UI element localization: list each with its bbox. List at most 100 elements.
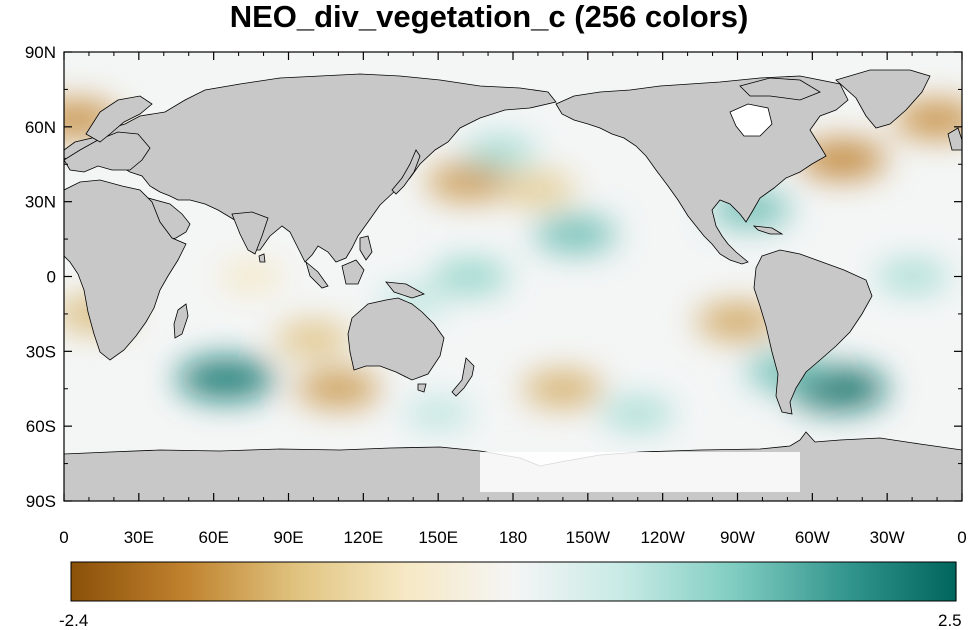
colorbar-swatch (876, 562, 881, 601)
colorbar-swatch (831, 562, 836, 601)
scandinavia (85, 95, 153, 143)
colorbar-swatch (796, 562, 802, 601)
colorbar-swatch (77, 562, 82, 601)
colorbar-swatch (74, 562, 79, 601)
colorbar-swatch (658, 562, 663, 601)
colorbar-swatch (724, 562, 729, 601)
japan (391, 149, 421, 195)
colorbar-swatch (911, 562, 916, 601)
lon-label: 150W (566, 528, 610, 547)
colorbar-swatch (783, 562, 788, 601)
colorbar-swatch (433, 562, 439, 601)
colorbar-swatch (717, 562, 722, 601)
colorbar-swatch (482, 562, 487, 601)
colorbar-swatch (606, 562, 611, 601)
colorbar-swatch (416, 562, 421, 601)
colorbar-swatch (285, 562, 290, 601)
hudson-bay (729, 103, 773, 137)
colorbar-swatch (620, 562, 625, 601)
borneo (341, 259, 365, 285)
colorbar-swatch (720, 562, 725, 601)
colorbar-swatch (191, 562, 197, 601)
colorbar-swatch (264, 562, 269, 601)
colorbar-swatch (250, 562, 255, 601)
colorbar-swatch (810, 562, 815, 601)
colorbar-swatch (392, 562, 397, 601)
colorbar-swatch (430, 562, 435, 601)
cuba (752, 225, 784, 235)
colorbar-swatch (662, 562, 667, 601)
colorbar-swatch (447, 562, 452, 601)
colorbar-swatch (368, 562, 373, 601)
india (231, 211, 269, 255)
colorbar-swatch (281, 562, 286, 601)
colorbar-swatch (530, 562, 535, 601)
colorbar-swatch (468, 562, 473, 601)
colorbar-swatch (185, 562, 190, 601)
lat-label: 60S (26, 417, 56, 436)
colorbar-swatch (316, 562, 321, 601)
colorbar-swatch (879, 562, 885, 601)
colorbar-swatch (378, 562, 383, 601)
ocean-anomaly-blob (601, 397, 674, 430)
ocean-anomaly-blob (275, 322, 352, 356)
colorbar-swatch (935, 562, 940, 601)
colorbar-swatch (205, 562, 210, 601)
colorbar-swatch (897, 562, 902, 601)
ocean-anomaly-blob (696, 303, 779, 340)
colorbar-swatch (748, 562, 753, 601)
colorbar-swatch (624, 562, 629, 601)
colorbar-swatch (675, 562, 681, 601)
colorbar-swatch (164, 562, 169, 601)
colorbar-swatch (326, 562, 331, 601)
colorbar-swatch (741, 562, 746, 601)
colorbar-swatch (423, 562, 428, 601)
colorbar-swatch (758, 562, 764, 601)
colorbar-swatch (351, 562, 356, 601)
colorbar-swatch (800, 562, 805, 601)
colorbar-swatch (375, 562, 380, 601)
colorbar-swatch (236, 562, 241, 601)
colorbar-swatch (247, 562, 252, 601)
colorbar-swatch (949, 562, 954, 601)
colorbar-swatch (568, 562, 573, 601)
ocean-anomaly-blob (177, 357, 276, 400)
colorbar-swatch (883, 562, 888, 601)
colorbar-swatch (596, 562, 601, 601)
colorbar-swatch (855, 562, 860, 601)
colorbar-swatch (593, 562, 598, 601)
colorbar-swatch (385, 562, 390, 601)
lon-label: 30W (870, 528, 905, 547)
lat-label: 90N (25, 43, 56, 62)
colorbar-swatch (485, 562, 490, 601)
sea-ice-white-band (480, 452, 800, 492)
colorbar-swatch (257, 562, 262, 601)
colorbar-swatch (330, 562, 335, 601)
colorbar-swatch (776, 562, 781, 601)
colorbar-swatch (395, 562, 401, 601)
colorbar-swatch (866, 562, 871, 601)
colorbar-swatch (631, 562, 636, 601)
colorbar-swatch (243, 562, 248, 601)
colorbar-swatch (115, 562, 120, 601)
colorbar-swatch (513, 562, 518, 601)
colorbar-swatch (357, 562, 362, 601)
colorbar-frame (70, 561, 957, 602)
colorbar-swatch (354, 562, 359, 601)
colorbar-swatch (703, 562, 708, 601)
colorbar-swatch (212, 562, 217, 601)
colorbar-swatch (409, 562, 414, 601)
colorbar-swatch (527, 562, 532, 601)
colorbar-swatch (696, 562, 701, 601)
colorbar-swatch (648, 562, 653, 601)
colorbar-swatch (160, 562, 165, 601)
colorbar-swatch (299, 562, 304, 601)
colorbar-swatch (793, 562, 798, 601)
colorbar-swatch (762, 562, 767, 601)
colorbar-swatch (634, 562, 639, 601)
colorbar-swatch (109, 562, 114, 601)
colorbar-swatch (893, 562, 898, 601)
colorbar-swatch (734, 562, 739, 601)
colorbar-swatch (133, 562, 138, 601)
